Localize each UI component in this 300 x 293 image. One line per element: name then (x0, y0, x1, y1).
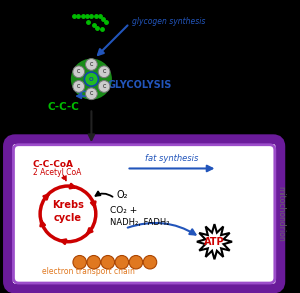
Text: 2 Acetyl CoA: 2 Acetyl CoA (33, 168, 81, 177)
Text: C: C (102, 84, 106, 89)
Circle shape (85, 59, 97, 70)
Circle shape (98, 81, 110, 92)
Circle shape (73, 81, 85, 92)
FancyBboxPatch shape (8, 139, 280, 289)
Circle shape (73, 66, 85, 78)
Text: C: C (102, 69, 106, 74)
Circle shape (98, 66, 110, 78)
Text: glycogen synthesis: glycogen synthesis (132, 18, 206, 26)
Text: O₂: O₂ (116, 190, 128, 200)
Text: electron transport chain: electron transport chain (42, 267, 134, 276)
Text: C: C (77, 84, 80, 89)
Text: C: C (90, 91, 93, 96)
Circle shape (73, 255, 86, 269)
Text: C-C-C: C-C-C (48, 102, 80, 112)
Circle shape (101, 255, 115, 269)
Text: GLYCOLYSIS: GLYCOLYSIS (107, 80, 172, 90)
Text: fat synthesis: fat synthesis (145, 154, 199, 163)
Text: NADH₂, FADH₂: NADH₂, FADH₂ (110, 218, 170, 226)
Circle shape (129, 255, 143, 269)
Text: Krebs
cycle: Krebs cycle (52, 200, 84, 223)
FancyBboxPatch shape (14, 145, 275, 283)
Text: C: C (90, 62, 93, 67)
Polygon shape (197, 224, 232, 259)
Text: C-C-CoA: C-C-CoA (33, 160, 74, 168)
Circle shape (71, 59, 112, 100)
Circle shape (115, 255, 129, 269)
Text: O: O (89, 76, 94, 82)
Text: mitochondrion: mitochondrion (276, 186, 285, 242)
Text: ATP: ATP (204, 237, 225, 247)
Circle shape (87, 255, 101, 269)
Text: C: C (77, 69, 80, 74)
Circle shape (85, 88, 97, 100)
Circle shape (84, 72, 98, 86)
Circle shape (143, 255, 157, 269)
Text: CO₂ +: CO₂ + (110, 207, 138, 215)
